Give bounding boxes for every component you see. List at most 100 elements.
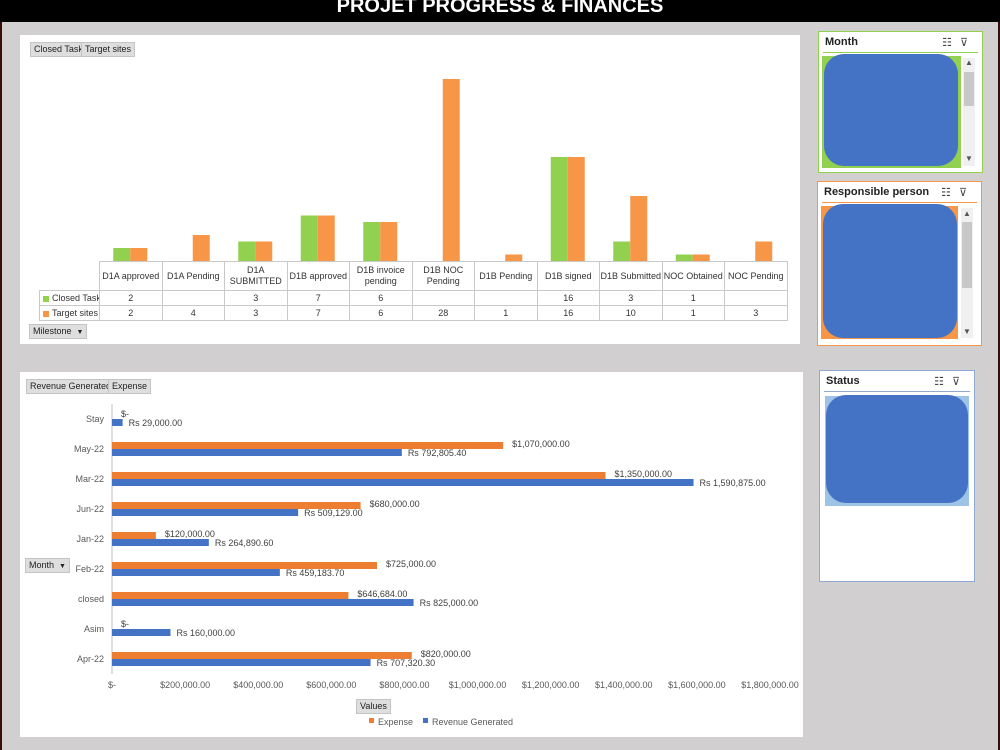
scroll-up-icon[interactable]: ▲ bbox=[965, 58, 973, 67]
milestone-chart-panel: Closed Task Target sites D1A approved D1A… bbox=[20, 35, 800, 344]
bar-closed-task-d1b-signed bbox=[550, 157, 568, 261]
legend-label-expense: Expense bbox=[378, 717, 413, 727]
table-cell-closed-task-d1a-submitted: 3 bbox=[224, 290, 288, 306]
bar-target-sites-d1b-submitted bbox=[630, 196, 648, 261]
scroll-down-icon[interactable]: ▼ bbox=[963, 327, 971, 336]
bar-target-sites-d1a-pending bbox=[192, 235, 210, 261]
category-label-stay: Stay bbox=[86, 414, 105, 424]
finance-bar-chart: $- $200,000.00 $400,000.00 $600,000.00 $800,… bbox=[74, 404, 799, 727]
scrollbar-thumb[interactable] bbox=[964, 72, 974, 106]
bar-revenue-generated-asim bbox=[112, 629, 171, 636]
bar-expense-jan-22 bbox=[112, 532, 156, 539]
table-cell-closed-task-d1b-pending bbox=[474, 290, 538, 306]
clear-filter-icon[interactable]: ⊽ bbox=[958, 187, 975, 199]
category-label-asim: Asim bbox=[84, 624, 104, 634]
multi-select-icon[interactable]: ☷ bbox=[942, 37, 960, 49]
table-header-d1b-signed: D1B signed bbox=[536, 261, 600, 291]
category-label-jun-22: Jun-22 bbox=[76, 504, 104, 514]
table-cell-target-sites-d1a-submitted: 3 bbox=[224, 305, 288, 321]
bar-target-sites-d1a-submitted bbox=[255, 241, 273, 261]
responsible-person-slicer[interactable]: Responsible person ☷⊽ ▲ ▼ bbox=[817, 181, 982, 346]
category-label-closed: closed bbox=[78, 594, 104, 604]
bar-expense-may-22 bbox=[112, 442, 504, 449]
table-cell-target-sites-d1b-signed: 16 bbox=[536, 305, 600, 321]
clear-filter-icon[interactable]: ⊽ bbox=[959, 37, 976, 49]
chevron-down-icon: ▼ bbox=[76, 329, 84, 336]
bar-target-sites-d1b-approved bbox=[317, 215, 335, 261]
table-cell-closed-task-d1b-signed: 16 bbox=[536, 290, 600, 306]
bar-closed-task-d1a-approved bbox=[113, 248, 131, 261]
table-header-noc-obtained: NOC Obtained bbox=[661, 261, 725, 291]
responsible-person-slicer-item[interactable] bbox=[823, 204, 957, 338]
month-slicer-item[interactable] bbox=[824, 54, 958, 166]
x-tick-label: $800,000.00 bbox=[379, 680, 429, 690]
table-header-d1b-pending: D1B Pending bbox=[474, 261, 538, 291]
legend-swatch-revenue-generated bbox=[423, 718, 428, 723]
data-label-expense-asim: $- bbox=[121, 619, 129, 629]
table-cell-target-sites-d1b-noc-pending: 28 bbox=[411, 305, 475, 321]
scrollbar-thumb[interactable] bbox=[962, 222, 972, 288]
month-slicer[interactable]: Month ☷⊽ ▲ ▼ bbox=[818, 31, 983, 173]
scroll-up-icon[interactable]: ▲ bbox=[963, 209, 971, 218]
data-label-expense-apr-22: $820,000.00 bbox=[421, 649, 471, 659]
data-label-expense-stay: $- bbox=[121, 409, 129, 419]
table-cell-closed-task-d1a-pending bbox=[161, 290, 225, 306]
closed-task-swatch bbox=[43, 295, 49, 302]
multi-select-icon[interactable]: ☷ bbox=[941, 187, 959, 199]
table-header-d1b-submitted: D1B Submitted bbox=[599, 261, 663, 291]
data-label-revenue-generated-jun-22: Rs 509,129.00 bbox=[304, 508, 363, 518]
table-cell-closed-task-d1a-approved: 2 bbox=[99, 290, 163, 306]
table-header-d1b-noc-pending: D1B NOC Pending bbox=[411, 261, 475, 291]
data-label-revenue-generated-jan-22: Rs 264,890.60 bbox=[215, 538, 274, 548]
milestone-bar-chart bbox=[113, 79, 773, 261]
table-cell-target-sites-noc-obtained: 1 bbox=[661, 305, 725, 321]
target-sites-swatch bbox=[43, 310, 49, 317]
table-cell-target-sites-d1b-invoice-pending: 6 bbox=[349, 305, 413, 321]
x-tick-label: $600,000.00 bbox=[306, 680, 356, 690]
table-cell-target-sites-d1a-pending: 4 bbox=[161, 305, 225, 321]
month-axis-button[interactable]: Month ▼ bbox=[25, 558, 70, 573]
bar-target-sites-d1a-approved bbox=[130, 248, 148, 261]
legend-swatch-expense bbox=[369, 718, 374, 723]
data-label-expense-jun-22: $680,000.00 bbox=[370, 499, 420, 509]
bar-expense-jun-22 bbox=[112, 502, 361, 509]
x-tick-label: $1,400,000.00 bbox=[595, 680, 653, 690]
bar-revenue-generated-feb-22 bbox=[112, 569, 280, 576]
bar-closed-task-d1b-invoice-pending bbox=[363, 222, 381, 261]
bar-target-sites-d1b-pending bbox=[505, 254, 523, 261]
bar-revenue-generated-closed bbox=[112, 599, 414, 606]
category-label-mar-22: Mar-22 bbox=[75, 474, 104, 484]
milestone-axis-button[interactable]: Milestone ▼ bbox=[29, 324, 88, 339]
data-label-revenue-generated-asim: Rs 160,000.00 bbox=[176, 628, 235, 638]
clear-filter-icon[interactable]: ⊽ bbox=[951, 376, 968, 388]
bar-expense-feb-22 bbox=[112, 562, 378, 569]
data-label-expense-may-22: $1,070,000.00 bbox=[512, 439, 570, 449]
table-header-d1a-approved: D1A approved bbox=[99, 261, 163, 291]
expense-field-button[interactable]: Expense bbox=[108, 379, 152, 394]
bar-target-sites-d1b-signed bbox=[567, 157, 585, 261]
scroll-down-icon[interactable]: ▼ bbox=[965, 154, 973, 163]
status-slicer-item[interactable] bbox=[826, 395, 968, 503]
category-label-apr-22: Apr-22 bbox=[77, 654, 104, 664]
data-label-expense-jan-22: $120,000.00 bbox=[165, 529, 215, 539]
table-cell-target-sites-d1b-submitted: 10 bbox=[599, 305, 663, 321]
table-cell-closed-task-noc-obtained: 1 bbox=[661, 290, 725, 306]
table-header-d1b-approved: D1B approved bbox=[286, 261, 350, 291]
target-sites-row-label: Target sites bbox=[52, 308, 99, 318]
milestone-data-table: D1A approved D1A Pending D1A SUBMITTED D1B … bbox=[39, 261, 788, 321]
table-cell-closed-task-d1b-noc-pending bbox=[411, 290, 475, 306]
status-slicer[interactable]: Status ☷⊽ bbox=[819, 370, 975, 582]
status-slicer-title: Status bbox=[826, 375, 860, 387]
bar-expense-apr-22 bbox=[112, 652, 412, 659]
bar-revenue-generated-jan-22 bbox=[112, 539, 209, 546]
data-label-revenue-generated-mar-22: Rs 1,590,875.00 bbox=[700, 478, 766, 488]
values-field-button[interactable]: Values bbox=[356, 699, 391, 714]
data-label-revenue-generated-may-22: Rs 792,805.40 bbox=[408, 448, 467, 458]
x-tick-label: $400,000.00 bbox=[233, 680, 283, 690]
multi-select-icon[interactable]: ☷ bbox=[934, 376, 952, 388]
dashboard-title: PROJET PROGRESS & FINANCES bbox=[0, 0, 1000, 22]
closed-task-row-label: Closed Task bbox=[52, 293, 100, 303]
x-tick-label: $1,200,000.00 bbox=[522, 680, 580, 690]
target-sites-field-button[interactable]: Target sites bbox=[81, 42, 136, 57]
table-cell-closed-task-noc-pending bbox=[724, 290, 788, 306]
